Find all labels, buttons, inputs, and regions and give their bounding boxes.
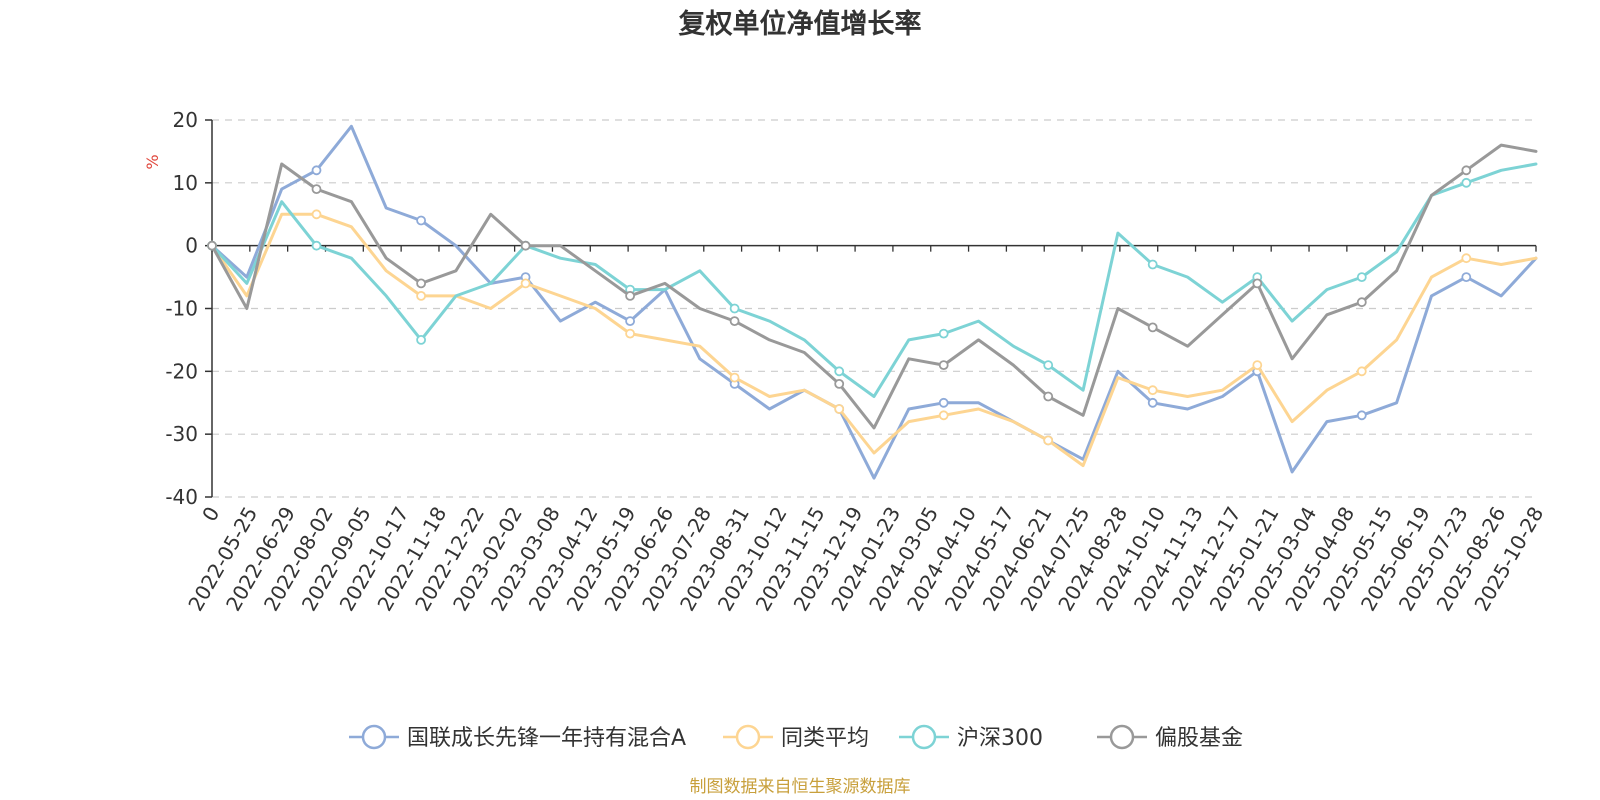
legend-label: 沪深300 xyxy=(957,726,1043,751)
series-point xyxy=(834,404,845,414)
series-point xyxy=(1356,272,1367,283)
legend-item-3[interactable]: 沪深300 xyxy=(899,724,1043,751)
series-point xyxy=(416,290,427,301)
y-tick-label: -30 xyxy=(165,422,198,446)
series-point xyxy=(520,240,531,251)
y-tick-label: -40 xyxy=(165,485,198,509)
footer-source: 制图数据来自恒生聚源数据库 xyxy=(690,777,911,797)
series-point xyxy=(1147,259,1158,270)
legend-marker xyxy=(361,724,387,750)
legend-item-1[interactable]: 国联成长先锋一年持有混合A xyxy=(349,724,686,751)
chart-title: 复权单位净值增长率 xyxy=(679,8,922,40)
series-point xyxy=(416,334,427,345)
series-point xyxy=(311,165,322,176)
series-point xyxy=(625,328,635,339)
series-line-3 xyxy=(210,162,1538,398)
series-point xyxy=(729,372,740,383)
series-point xyxy=(416,215,427,226)
x-axis: 02022-05-252022-06-292022-08-022022-09-0… xyxy=(183,244,1548,615)
series-point xyxy=(938,328,949,339)
series-point xyxy=(834,366,845,377)
series-point xyxy=(938,360,949,371)
grid-layer xyxy=(212,119,1536,498)
y-axis: 20 10 0 -10 -20 -30 -40 xyxy=(165,108,213,509)
series-point xyxy=(311,184,322,195)
series-point xyxy=(1147,322,1158,333)
series-point xyxy=(1461,253,1472,264)
series-point xyxy=(1356,410,1367,421)
y-tick-label: -20 xyxy=(165,359,198,383)
y-tick-label: 10 xyxy=(173,171,198,195)
series-point xyxy=(1461,165,1472,176)
series-point xyxy=(311,209,322,220)
series-line-1 xyxy=(210,124,1538,480)
series-point xyxy=(1147,397,1158,408)
series-point xyxy=(625,316,635,327)
legend-item-2[interactable]: 同类平均 xyxy=(723,724,869,751)
series-point xyxy=(311,240,322,251)
series-point xyxy=(1356,366,1367,377)
series-point xyxy=(1043,435,1054,446)
series-point xyxy=(1252,360,1263,371)
series-point xyxy=(938,397,949,408)
series-point xyxy=(1461,272,1472,283)
x-tick-label: 0 xyxy=(197,503,224,526)
series-point xyxy=(1461,177,1472,188)
series-point xyxy=(416,278,427,289)
y-tick-label: -10 xyxy=(165,297,198,321)
series-point xyxy=(1356,297,1367,308)
series-point xyxy=(207,240,217,251)
series-point xyxy=(729,303,740,314)
series-point xyxy=(834,378,845,389)
legend-marker xyxy=(911,724,937,750)
legend-label: 国联成长先锋一年持有混合A xyxy=(407,726,686,751)
series-point xyxy=(938,410,949,421)
y-tick-label: 0 xyxy=(185,234,198,258)
legend-marker xyxy=(1109,724,1135,750)
series-point xyxy=(1147,385,1158,396)
y-tick-label: 20 xyxy=(173,108,198,132)
y-axis-unit: % xyxy=(143,154,162,169)
legend-label: 偏股基金 xyxy=(1155,726,1243,751)
legend: 国联成长先锋一年持有混合A 同类平均 沪深300 偏股基金 xyxy=(349,724,1243,751)
series-layer xyxy=(207,124,1538,480)
series-point xyxy=(520,278,531,289)
series-line-2 xyxy=(210,212,1538,468)
series-point xyxy=(729,316,740,327)
legend-item-4[interactable]: 偏股基金 xyxy=(1097,724,1243,751)
legend-marker xyxy=(735,724,761,750)
series-point xyxy=(1043,391,1054,402)
series-point xyxy=(1252,278,1263,289)
series-point xyxy=(1043,360,1054,371)
series-line-4 xyxy=(210,143,1538,430)
legend-label: 同类平均 xyxy=(781,726,869,751)
series-point xyxy=(625,290,635,301)
